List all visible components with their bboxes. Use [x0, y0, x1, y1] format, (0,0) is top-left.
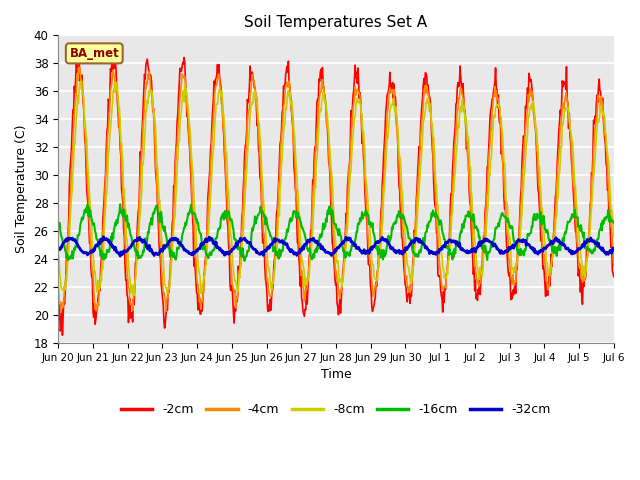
-16cm: [610, 220, 618, 226]
-8cm: [534, 144, 542, 150]
-4cm: [54, 281, 62, 287]
-32cm: [378, 235, 386, 240]
-2cm: [59, 332, 67, 338]
Legend: -2cm, -4cm, -8cm, -16cm, -32cm: -2cm, -4cm, -8cm, -16cm, -32cm: [116, 398, 556, 421]
-8cm: [393, 113, 401, 119]
-32cm: [393, 249, 401, 254]
-4cm: [410, 263, 417, 268]
-4cm: [76, 65, 84, 71]
-16cm: [378, 252, 386, 257]
X-axis label: Time: Time: [321, 368, 351, 381]
Line: -8cm: -8cm: [58, 81, 614, 295]
Title: Soil Temperatures Set A: Soil Temperatures Set A: [244, 15, 428, 30]
-4cm: [477, 271, 485, 277]
-2cm: [110, 49, 118, 55]
-8cm: [410, 258, 417, 264]
-32cm: [88, 248, 96, 253]
-16cm: [534, 215, 542, 220]
-8cm: [378, 223, 386, 229]
-32cm: [410, 240, 417, 245]
-16cm: [410, 249, 417, 254]
-32cm: [100, 234, 108, 240]
-8cm: [610, 234, 618, 240]
-32cm: [534, 251, 542, 257]
Text: BA_met: BA_met: [69, 47, 119, 60]
-2cm: [477, 275, 485, 280]
Y-axis label: Soil Temperature (C): Soil Temperature (C): [15, 125, 28, 253]
-16cm: [477, 239, 485, 245]
Line: -16cm: -16cm: [58, 204, 614, 261]
-4cm: [610, 263, 618, 269]
-32cm: [477, 241, 485, 247]
-8cm: [54, 252, 62, 258]
-32cm: [610, 247, 618, 252]
-16cm: [54, 222, 62, 228]
-8cm: [77, 78, 84, 84]
-4cm: [534, 165, 542, 171]
Line: -32cm: -32cm: [58, 237, 614, 256]
-16cm: [241, 258, 248, 264]
-8cm: [130, 292, 138, 298]
-32cm: [54, 246, 62, 252]
-2cm: [410, 253, 417, 259]
Line: -4cm: -4cm: [58, 68, 614, 312]
-2cm: [534, 187, 542, 192]
-32cm: [116, 253, 124, 259]
-8cm: [89, 252, 97, 258]
-2cm: [393, 124, 401, 130]
-2cm: [378, 181, 386, 187]
-4cm: [90, 288, 97, 294]
-16cm: [116, 201, 124, 207]
-2cm: [54, 309, 62, 315]
-8cm: [477, 269, 485, 275]
-16cm: [88, 219, 96, 225]
-16cm: [393, 214, 401, 220]
-2cm: [89, 309, 97, 315]
-4cm: [393, 125, 401, 131]
-2cm: [610, 274, 618, 279]
-4cm: [57, 309, 65, 315]
-4cm: [378, 201, 386, 206]
Line: -2cm: -2cm: [58, 52, 614, 335]
